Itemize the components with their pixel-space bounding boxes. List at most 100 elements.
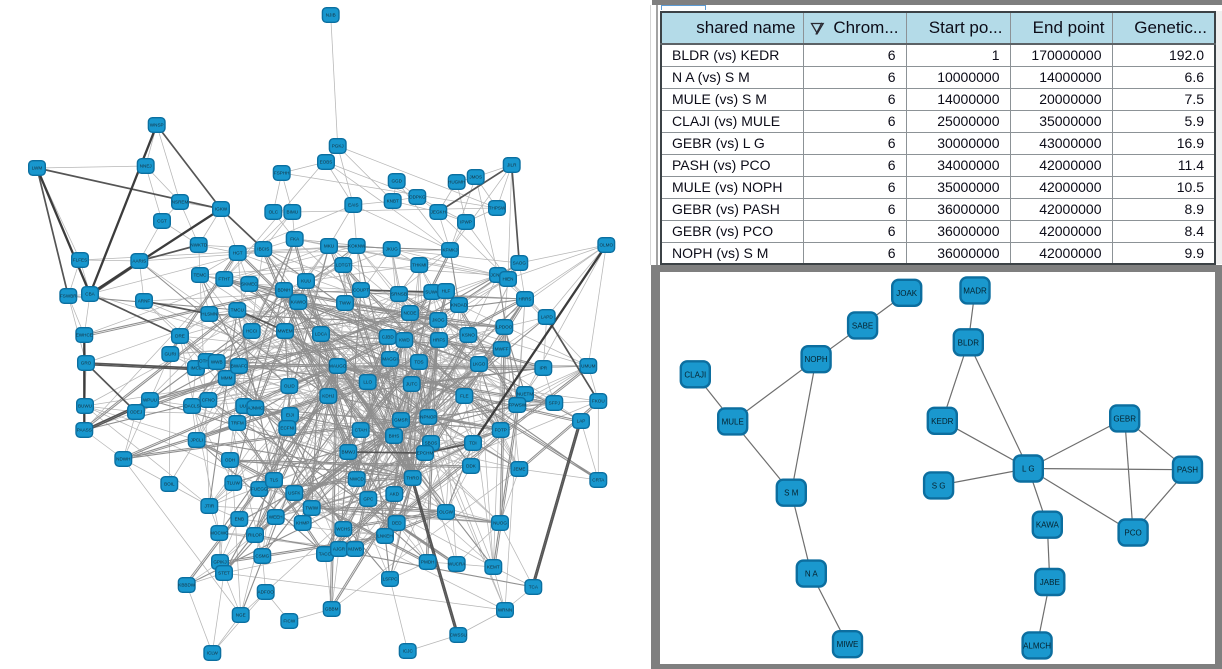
svg-text:CSMG: CSMG	[255, 554, 269, 559]
svg-text:KHMP: KHMP	[296, 521, 309, 526]
svg-text:TDS: TDS	[414, 360, 423, 365]
svg-text:WRNN: WRNN	[498, 608, 512, 613]
svg-text:LAP: LAP	[577, 419, 586, 424]
svg-text:LLO: LLO	[363, 380, 372, 385]
svg-text:KOKNW: KOKNW	[348, 244, 366, 249]
svg-text:N A: N A	[805, 570, 819, 579]
svg-text:CWSSU: CWSSU	[450, 633, 467, 638]
svg-text:FLFES: FLFES	[73, 258, 87, 263]
svg-text:IPR: IPR	[539, 366, 547, 371]
svg-text:SUWC: SUWC	[425, 290, 440, 295]
svg-text:COUPT: COUPT	[353, 288, 369, 293]
svg-text:MOCWC: MOCWC	[210, 531, 229, 536]
svg-text:IMCL: IMCL	[191, 366, 202, 371]
svg-text:MMM: MMM	[221, 376, 233, 381]
svg-text:CFNO: CFNO	[202, 398, 215, 403]
svg-text:UMUM: UMUM	[581, 364, 595, 369]
svg-text:JOAK: JOAK	[896, 289, 918, 298]
svg-text:WWB: WWB	[211, 360, 223, 365]
svg-text:GBBM: GBBM	[325, 607, 339, 612]
svg-text:NWKTD: NWKTD	[190, 243, 208, 248]
svg-text:DDK: DDK	[466, 464, 477, 469]
svg-text:LWM: LWM	[32, 166, 43, 171]
svg-text:STET: STET	[218, 571, 230, 576]
svg-text:ODEJ: ODEJ	[130, 410, 142, 415]
svg-text:ARNF: ARNF	[138, 299, 151, 304]
svg-text:NNEJ: NNEJ	[140, 164, 152, 169]
svg-text:IGKW: IGKW	[215, 207, 228, 212]
svg-text:L G: L G	[1022, 465, 1035, 474]
svg-text:RILOP: RILOP	[248, 533, 262, 538]
svg-text:LDCA: LDCA	[315, 332, 328, 337]
svg-text:KAWA: KAWA	[1036, 521, 1060, 530]
svg-text:SKMEC: SKMEC	[241, 282, 258, 287]
svg-text:FSPHH: FSPHH	[274, 171, 290, 176]
svg-text:EOBS: EOBS	[320, 160, 333, 165]
svg-text:KDHJ: KDHJ	[322, 394, 334, 399]
svg-text:SABE: SABE	[852, 321, 873, 330]
svg-text:SBOS: SBOS	[425, 441, 438, 446]
svg-text:TLUW: TLUW	[227, 481, 241, 486]
svg-text:NCDE: NCDE	[403, 311, 416, 316]
svg-text:AJNMC: AJNMC	[247, 406, 264, 411]
svg-text:DACLS: DACLS	[184, 404, 199, 409]
svg-text:MJWB: MJWB	[348, 547, 362, 552]
svg-text:ECFNI: ECFNI	[280, 426, 294, 431]
svg-text:HRFS: HRFS	[433, 338, 446, 343]
svg-text:DED: DED	[392, 521, 402, 526]
svg-text:KNDAD: KNDAD	[451, 303, 468, 308]
svg-text:KEDR: KEDR	[931, 417, 953, 426]
svg-text:AARIS: AARIS	[132, 259, 146, 264]
svg-text:THRO: THRO	[406, 476, 419, 481]
svg-text:TMCU: TMCU	[231, 308, 244, 313]
svg-text:LDTGT: LDTGT	[336, 263, 351, 268]
svg-text:TACO: TACO	[319, 552, 332, 557]
svg-text:USFK: USFK	[288, 491, 301, 496]
svg-text:BUWU: BUWU	[78, 404, 92, 409]
svg-text:MAUGO: MAUGO	[329, 364, 347, 369]
svg-text:FKA: FKA	[290, 237, 300, 242]
svg-text:JPCLI: JPCLI	[190, 438, 203, 443]
svg-text:WUCRA: WUCRA	[448, 562, 466, 567]
svg-text:GMSR: GMSR	[394, 418, 408, 423]
svg-text:PASH: PASH	[1177, 466, 1198, 475]
svg-text:BIMU: BIMU	[287, 210, 298, 215]
svg-text:MWFF: MWFF	[495, 347, 509, 352]
svg-text:EWHCE: EWHCE	[76, 333, 93, 338]
svg-text:ADFOO: ADFOO	[258, 590, 275, 595]
svg-text:AKD: AKD	[390, 492, 400, 497]
svg-text:WCHS: WCHS	[336, 527, 350, 532]
svg-text:WEEH: WEEH	[269, 515, 283, 520]
svg-text:MKU: MKU	[324, 244, 334, 249]
svg-text:CRTA: CRTA	[592, 478, 605, 483]
svg-text:NGE: NGE	[236, 613, 246, 618]
svg-text:EAIS: EAIS	[348, 203, 358, 208]
svg-text:IBCIS: IBCIS	[257, 247, 269, 252]
svg-text:NJIB: NJIB	[326, 13, 336, 18]
svg-text:NUETM: NUETM	[517, 392, 534, 397]
svg-text:LAPD: LAPD	[541, 315, 554, 320]
svg-text:JABE: JABE	[1040, 578, 1060, 587]
svg-text:IPWP: IPWP	[460, 220, 472, 225]
svg-text:EIJI: EIJI	[286, 413, 294, 418]
svg-text:HRRS: HRRS	[518, 297, 531, 302]
svg-text:CJBD: CJBD	[382, 335, 395, 340]
svg-text:OLID: OLID	[284, 384, 295, 389]
svg-text:THKMI: THKMI	[412, 263, 426, 268]
svg-text:NSREM: NSREM	[172, 200, 189, 205]
svg-text:KSNO: KSNO	[462, 333, 475, 338]
svg-text:BMWJ: BMWJ	[342, 450, 356, 455]
svg-text:FTHT: FTHT	[218, 277, 230, 282]
svg-text:FUEGG: FUEGG	[251, 487, 268, 492]
svg-text:SRNSB: SRNSB	[391, 292, 407, 297]
svg-text:FKOU: FKOU	[592, 399, 605, 404]
svg-text:PCO: PCO	[1124, 529, 1141, 538]
svg-text:TCA: TCA	[529, 585, 539, 590]
svg-text:THPSW: THPSW	[489, 206, 506, 211]
svg-text:MADR: MADR	[963, 286, 987, 295]
svg-text:SFPJ: SFPJ	[549, 401, 560, 406]
svg-text:TWW: TWW	[339, 301, 351, 306]
svg-text:GEBR: GEBR	[1113, 414, 1136, 423]
svg-text:ALMCH: ALMCH	[1023, 641, 1051, 650]
svg-text:OLC: OLC	[269, 210, 279, 215]
